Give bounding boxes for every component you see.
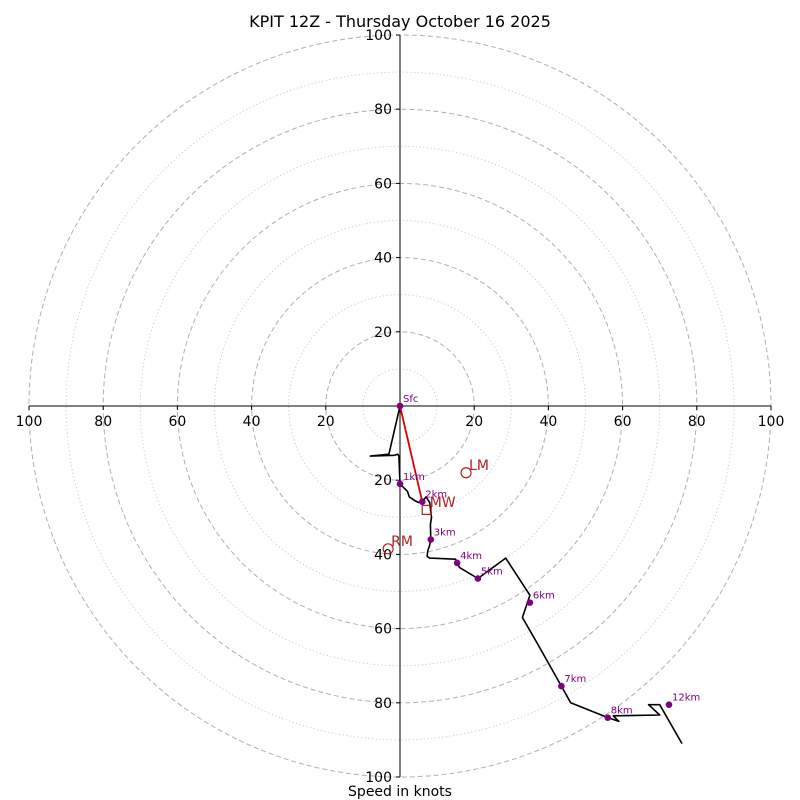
y-tick-label: 20 [374, 473, 392, 489]
height-marker-dot [418, 498, 426, 506]
height-marker-label: 4km [460, 551, 482, 562]
storm-motion-markers: LM MW RM [382, 458, 489, 555]
height-marker-dot [427, 536, 435, 543]
x-tick-label: 60 [168, 414, 186, 430]
height-marker-dot [604, 714, 612, 721]
storm-motion-marker [421, 504, 432, 515]
y-tick-label: 100 [365, 770, 392, 786]
x-tick-label: 20 [465, 414, 483, 430]
shear-vector-line [399, 405, 424, 502]
height-marker-label: 3km [434, 528, 456, 539]
height-marker-label: 8km [611, 706, 633, 717]
x-tick-label: 40 [539, 414, 557, 430]
height-marker-label: 12km [672, 693, 700, 704]
y-tick-label: 100 [365, 28, 392, 44]
y-tick-label: 80 [374, 102, 392, 118]
storm-motion-marker [460, 467, 472, 479]
y-tick-label: 60 [374, 176, 392, 192]
height-marker-dot [665, 701, 673, 708]
height-marker-dot [558, 682, 565, 690]
height-marker-label: 5km [481, 567, 503, 578]
height-marker-dot [396, 402, 404, 410]
y-tick-label: 20 [374, 325, 392, 341]
y-tick-label: 40 [374, 547, 392, 563]
x-axis-label: Speed in knots [348, 784, 452, 800]
height-marker-label: 7km [564, 674, 586, 685]
y-tick-label: 40 [374, 251, 392, 267]
height-marker-dot [474, 575, 482, 582]
storm-motion-label: LM [469, 458, 489, 474]
height-marker-dot [453, 559, 461, 567]
x-tick-label: 100 [758, 414, 785, 430]
height-marker-label: 2km [425, 490, 447, 501]
y-tick-label: 60 [374, 622, 392, 638]
height-marker-label: 1km [403, 472, 425, 483]
shear-vector-group [399, 405, 424, 502]
hodograph-trace [369, 405, 683, 744]
hodograph-trace-group [369, 405, 683, 744]
x-tick-label: 80 [94, 414, 112, 430]
height-marker-label: Sfc [403, 394, 418, 405]
storm-motion-marker [382, 543, 394, 555]
storm-motion-label: RM [391, 534, 413, 550]
height-marker-dot [526, 599, 534, 606]
storm-motion-label: MW [430, 495, 456, 511]
x-tick-label: 60 [614, 414, 632, 430]
x-tick-label: 80 [688, 414, 706, 430]
axis-ticks: 100 80 60 40 20 20 40 60 80 100 100 80 60 40 20 20 40 60 8… [16, 28, 785, 786]
height-marker-label: 6km [533, 591, 555, 602]
x-tick-label: 100 [16, 414, 43, 430]
x-tick-label: 20 [317, 414, 335, 430]
y-tick-label: 80 [374, 696, 392, 712]
height-marker-dot [396, 480, 404, 488]
chart-title: KPIT 12Z - Thursday October 16 2025 [249, 12, 551, 31]
x-tick-label: 40 [243, 414, 261, 430]
